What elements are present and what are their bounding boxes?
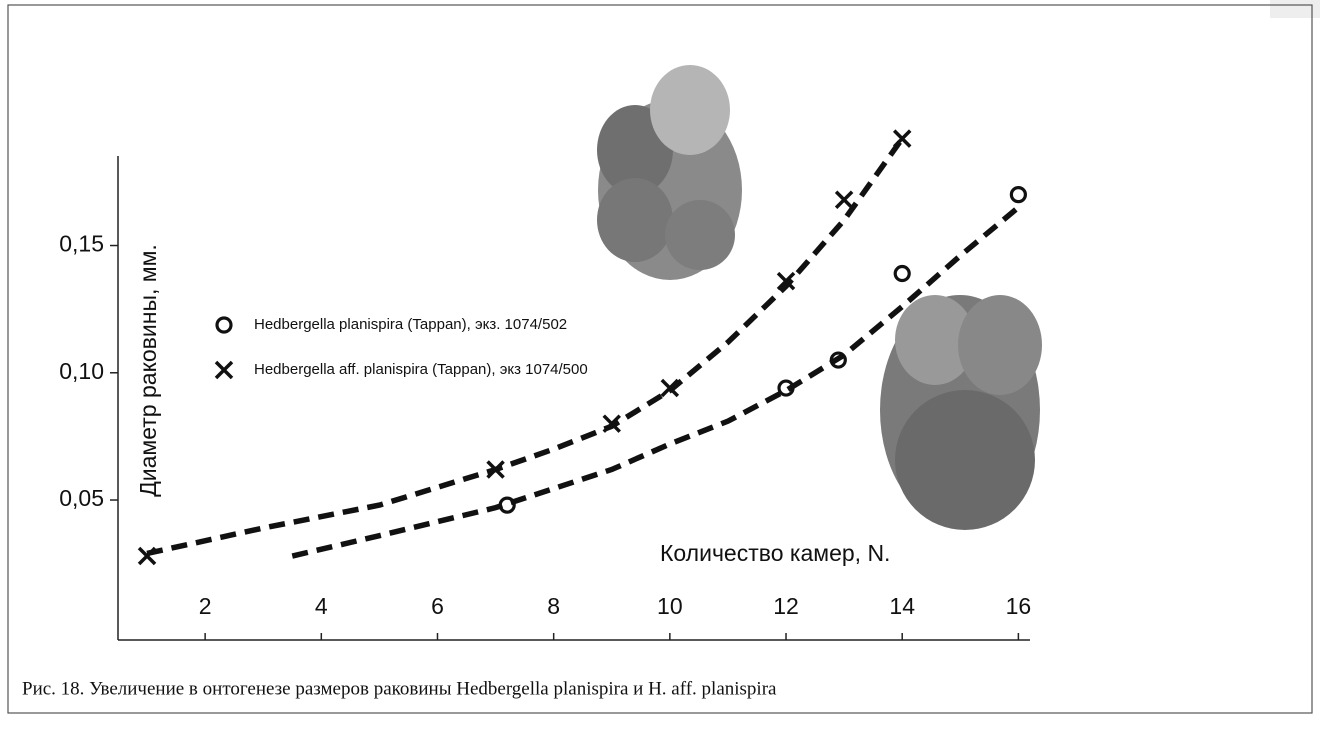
data-point	[893, 264, 911, 283]
legend-marker	[214, 360, 234, 380]
data-point	[892, 129, 912, 148]
y-tick-label: 0,15	[59, 231, 104, 257]
data-point	[1009, 186, 1027, 204]
data-point	[777, 379, 795, 397]
trend-line	[146, 137, 905, 557]
x-tick-label: 4	[315, 593, 328, 619]
data-point	[602, 414, 621, 433]
x-tick-label: 12	[773, 593, 799, 619]
data-point	[829, 351, 847, 369]
specimen-image-1	[597, 65, 742, 280]
data-point	[486, 460, 505, 479]
specimen-image-2	[880, 295, 1042, 530]
x-tick-label: 14	[889, 593, 915, 619]
data-point	[137, 546, 157, 566]
data-point	[660, 378, 680, 398]
caption: Рис. 18. Увеличение в онтогенезе размеро…	[22, 678, 777, 699]
x-tick-label: 6	[431, 593, 444, 619]
legend-marker	[215, 316, 233, 334]
data-point	[834, 190, 854, 209]
data-point	[498, 496, 516, 514]
trend-line	[291, 205, 1021, 559]
legend-label: Hedbergella planispira (Tappan), экз. 10…	[254, 316, 567, 333]
y-axis-label: Диаметр раковины, мм.	[135, 244, 161, 497]
x-tick-label: 2	[199, 593, 212, 619]
frame	[7, 4, 1313, 714]
y-tick-label: 0,05	[59, 485, 104, 511]
x-axis-label: Количество камер, N.	[660, 540, 890, 566]
y-tick-label: 0,10	[59, 358, 104, 384]
x-tick-label: 16	[1006, 593, 1032, 619]
legend-label: Hedbergella aff. planispira (Tappan), эк…	[254, 361, 588, 378]
x-tick-label: 8	[547, 593, 560, 619]
x-tick-label: 10	[657, 593, 683, 619]
data-point	[776, 271, 796, 291]
